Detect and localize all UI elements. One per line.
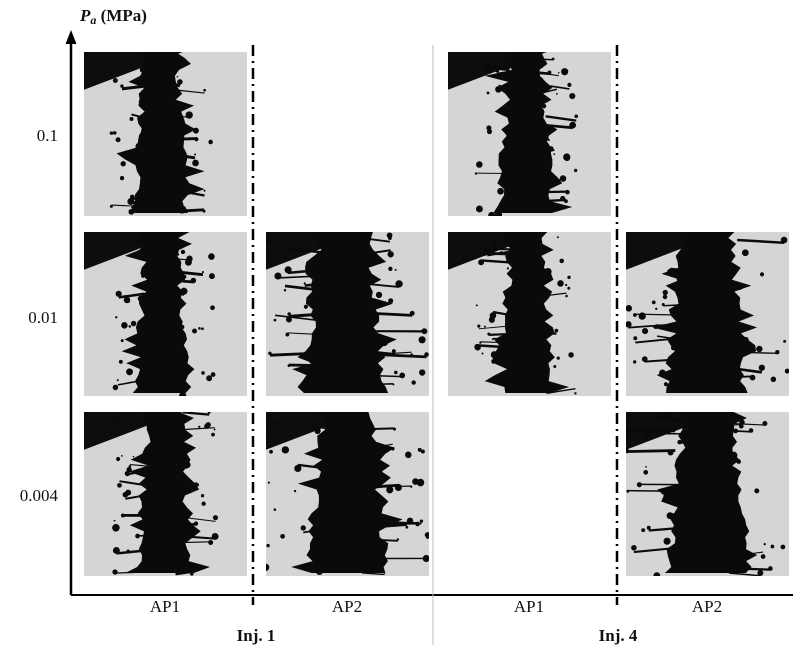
y-axis-unit: (MPa) bbox=[100, 6, 147, 25]
spray-image bbox=[626, 232, 789, 396]
spray-image bbox=[448, 232, 611, 396]
y-axis-title: Pa (MPa) bbox=[80, 6, 147, 28]
column-label-inj4-ap2: AP2 bbox=[691, 597, 723, 616]
photo-inj4-ap1-0-01 bbox=[448, 232, 611, 396]
photo-inj1-ap1-0-004 bbox=[84, 412, 247, 576]
spray-image bbox=[266, 232, 429, 396]
y-axis-arrowhead bbox=[65, 30, 77, 44]
photo-inj1-ap1-0-01 bbox=[84, 232, 247, 396]
pa-tick-0-1: 0.1 bbox=[36, 126, 58, 145]
column-label-inj1-ap1: AP1 bbox=[149, 597, 181, 616]
column-label-inj4-ap1: AP1 bbox=[513, 597, 545, 616]
pa-tick-0-004: 0.004 bbox=[19, 486, 58, 505]
photo-inj1-ap1-0-1 bbox=[84, 52, 247, 216]
group-label-inj4: Inj. 4 bbox=[598, 626, 638, 645]
spray-image bbox=[84, 232, 247, 396]
photo-inj1-ap2-0-004 bbox=[266, 412, 429, 576]
photo-inj4-ap1-0-1 bbox=[448, 52, 611, 216]
y-axis-symbol: P bbox=[80, 6, 91, 25]
pa-tick-0-01: 0.01 bbox=[28, 308, 58, 327]
photo-inj4-ap2-0-004 bbox=[626, 412, 789, 576]
spray-image bbox=[84, 412, 247, 576]
column-label-inj1-ap2: AP2 bbox=[331, 597, 363, 616]
photo-inj1-ap2-0-01 bbox=[266, 232, 429, 396]
photo-inj4-ap2-0-01 bbox=[626, 232, 789, 396]
spray-image bbox=[84, 52, 247, 216]
y-axis-subscript: a bbox=[90, 13, 97, 27]
group-label-inj1: Inj. 1 bbox=[236, 626, 276, 645]
spray-image bbox=[448, 52, 611, 216]
spray-image bbox=[626, 412, 789, 576]
spray-image bbox=[266, 412, 429, 576]
